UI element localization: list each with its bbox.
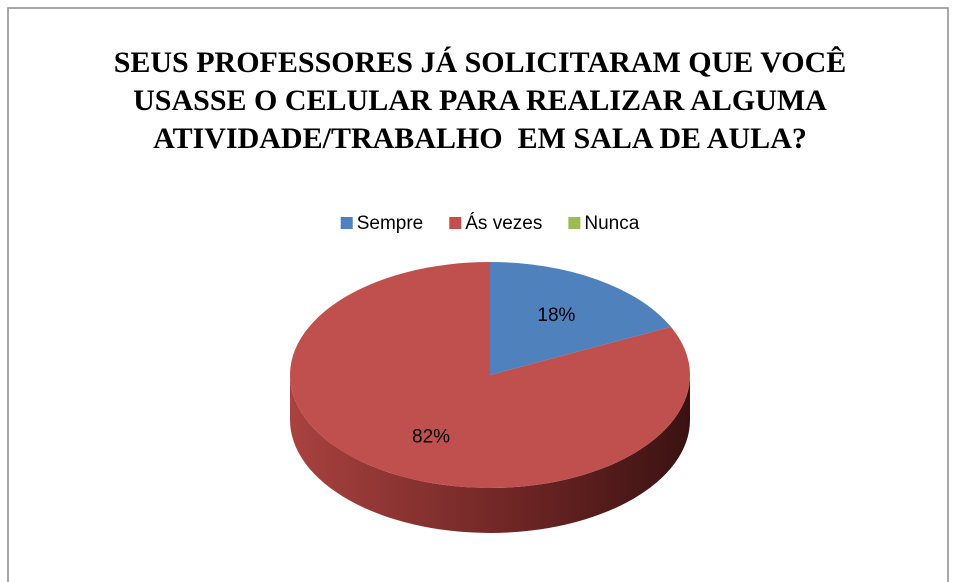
pie-slice [490,262,671,375]
chart-title: SEUS PROFESSORES JÁ SOLICITARAM QUE VOCÊ… [113,46,854,155]
chart-border [7,7,949,582]
legend-swatch [449,217,462,229]
pie-slice [289,262,690,489]
pie-slice-side [290,375,690,533]
legend-label: Sempre [357,213,424,234]
legend-label: Ás vezes [465,213,542,234]
legend-label: Nunca [584,213,639,234]
data-label: 18% [537,305,575,326]
data-label: 82% [412,426,450,447]
legend-swatch [568,217,581,229]
legend-swatch [340,217,353,229]
